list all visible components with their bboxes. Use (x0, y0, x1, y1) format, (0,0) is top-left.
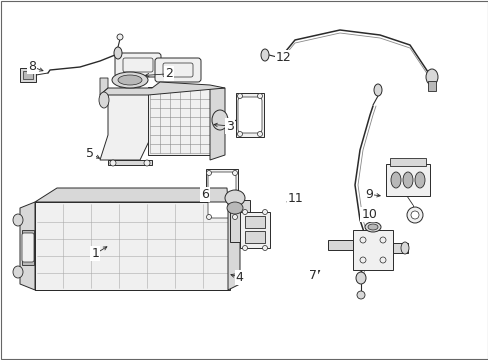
Bar (22, 230, 34, 265)
Bar (385, 164, 429, 196)
Ellipse shape (425, 69, 437, 85)
Ellipse shape (379, 257, 385, 263)
Polygon shape (209, 88, 224, 160)
Ellipse shape (13, 214, 23, 226)
Text: 8: 8 (28, 60, 36, 73)
Ellipse shape (356, 291, 364, 299)
Ellipse shape (114, 47, 122, 59)
Ellipse shape (414, 172, 424, 188)
Bar (244, 231, 264, 243)
Ellipse shape (118, 75, 142, 85)
Text: 3: 3 (225, 120, 233, 132)
Text: 11: 11 (287, 192, 303, 204)
Ellipse shape (237, 131, 242, 136)
Bar (205, 169, 238, 221)
FancyBboxPatch shape (115, 53, 161, 77)
Ellipse shape (242, 246, 247, 251)
Ellipse shape (212, 110, 227, 130)
Ellipse shape (373, 84, 381, 96)
Ellipse shape (390, 172, 400, 188)
Ellipse shape (364, 222, 380, 232)
Bar (236, 93, 264, 137)
Ellipse shape (99, 92, 109, 108)
Polygon shape (20, 202, 35, 290)
FancyBboxPatch shape (155, 58, 201, 82)
Ellipse shape (359, 257, 365, 263)
Ellipse shape (117, 34, 123, 40)
Ellipse shape (355, 272, 365, 284)
Ellipse shape (262, 210, 267, 215)
Text: 6: 6 (201, 188, 209, 201)
Text: 10: 10 (361, 208, 376, 221)
Ellipse shape (406, 207, 422, 223)
FancyBboxPatch shape (207, 172, 236, 218)
Bar (244, 216, 264, 228)
Text: 7: 7 (308, 269, 316, 282)
Polygon shape (100, 78, 108, 95)
Ellipse shape (257, 131, 262, 136)
Ellipse shape (110, 160, 116, 166)
Bar (148, 87, 213, 155)
Bar (229, 200, 249, 242)
Polygon shape (100, 82, 224, 95)
Ellipse shape (232, 171, 237, 176)
FancyBboxPatch shape (238, 97, 262, 133)
Ellipse shape (410, 211, 418, 219)
Bar (23, 71, 33, 79)
Ellipse shape (400, 242, 408, 254)
Bar (427, 81, 435, 91)
Ellipse shape (359, 237, 365, 243)
Ellipse shape (402, 172, 412, 188)
Text: 4: 4 (235, 271, 243, 284)
Ellipse shape (257, 94, 262, 99)
Ellipse shape (13, 266, 23, 278)
Ellipse shape (262, 246, 267, 251)
Polygon shape (227, 202, 240, 290)
Polygon shape (327, 240, 352, 250)
Bar (389, 158, 425, 166)
Text: 1: 1 (91, 247, 99, 260)
Ellipse shape (206, 171, 211, 176)
Ellipse shape (242, 210, 247, 215)
Ellipse shape (226, 202, 243, 214)
Ellipse shape (367, 224, 377, 230)
Polygon shape (35, 188, 227, 202)
Text: 12: 12 (275, 51, 291, 64)
Ellipse shape (206, 215, 211, 220)
FancyBboxPatch shape (22, 233, 34, 262)
Bar (35, 202, 229, 290)
Text: 9: 9 (365, 188, 372, 201)
Ellipse shape (379, 237, 385, 243)
Ellipse shape (143, 160, 150, 166)
Bar (240, 212, 269, 248)
Polygon shape (352, 230, 392, 270)
Polygon shape (392, 243, 407, 253)
Text: 2: 2 (164, 67, 172, 80)
Ellipse shape (232, 215, 237, 220)
Ellipse shape (261, 49, 268, 61)
Text: 5: 5 (86, 147, 94, 159)
Ellipse shape (224, 190, 244, 206)
Ellipse shape (237, 94, 242, 99)
Ellipse shape (112, 72, 148, 88)
Bar (20, 68, 36, 82)
Polygon shape (108, 160, 152, 165)
Polygon shape (100, 88, 152, 160)
